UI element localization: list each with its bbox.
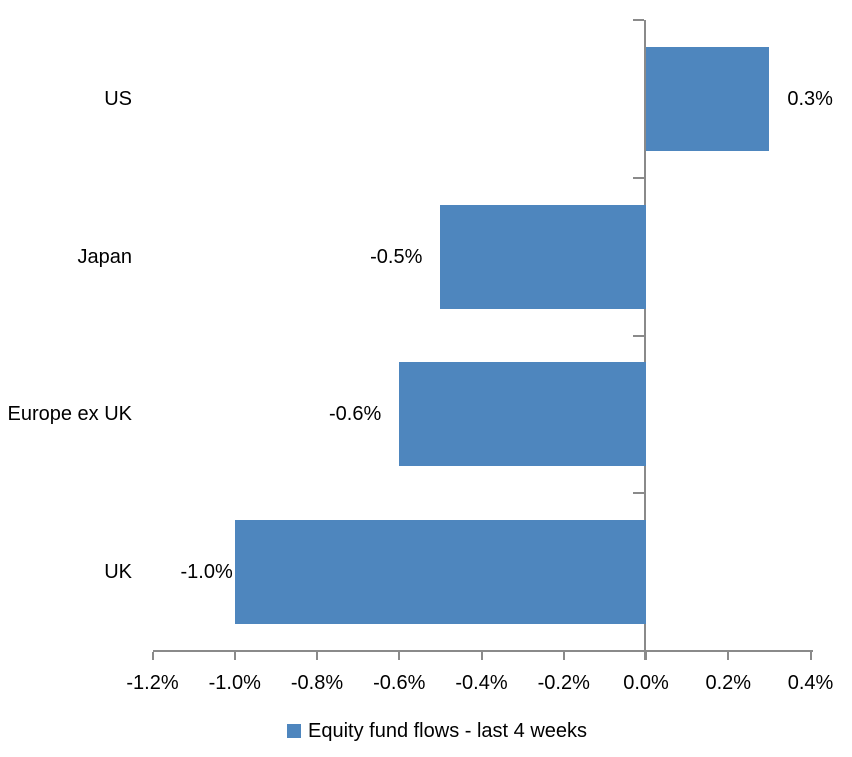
- x-tick-label: 0.2%: [705, 672, 752, 694]
- x-axis-tick: [562, 652, 565, 660]
- x-axis-tick: [398, 652, 401, 660]
- x-tick-label: -0.2%: [537, 672, 590, 694]
- data-label-europe-ex-uk: -0.6%: [329, 403, 382, 426]
- x-tick-label: -1.2%: [126, 672, 179, 694]
- data-label-us: 0.3%: [787, 87, 833, 110]
- x-tick-label: -0.6%: [373, 672, 426, 694]
- bar-us: [646, 46, 770, 151]
- x-tick-label: -1.0%: [208, 672, 261, 694]
- bar-europe-ex-uk: [399, 362, 646, 467]
- zero-axis-line: [644, 20, 646, 660]
- x-axis-tick: [151, 652, 154, 660]
- legend-color-swatch: [287, 724, 301, 738]
- bar-uk: [234, 520, 646, 625]
- category-boundary-tick: [633, 334, 644, 337]
- category-label-uk: UK: [104, 561, 132, 584]
- legend-label: Equity fund flows - last 4 weeks: [308, 719, 588, 742]
- category-label-europe-ex-uk: Europe ex UK: [7, 403, 132, 426]
- bar-japan: [440, 204, 646, 309]
- x-tick-label: -0.8%: [290, 672, 344, 694]
- legend: Equity fund flows - last 4 weeks: [287, 719, 587, 743]
- x-axis-tick: [316, 652, 318, 660]
- category-boundary-tick: [633, 492, 644, 495]
- x-tick-label: -0.4%: [455, 672, 508, 694]
- x-tick-label: 0.0%: [623, 672, 669, 694]
- data-label-uk: -1.0%: [180, 561, 233, 584]
- x-axis-tick: [645, 652, 647, 660]
- category-label-japan: Japan: [77, 245, 133, 268]
- category-label-us: US: [104, 87, 132, 110]
- x-axis-tick: [727, 652, 730, 660]
- category-boundary-tick: [633, 176, 644, 179]
- x-tick-label: 0.4%: [787, 672, 834, 694]
- x-axis-line: [152, 650, 813, 652]
- category-boundary-tick: [633, 19, 644, 21]
- x-axis-tick: [809, 652, 812, 660]
- x-axis-tick: [233, 652, 236, 660]
- x-axis-tick: [480, 652, 483, 660]
- data-label-japan: -0.5%: [370, 245, 423, 268]
